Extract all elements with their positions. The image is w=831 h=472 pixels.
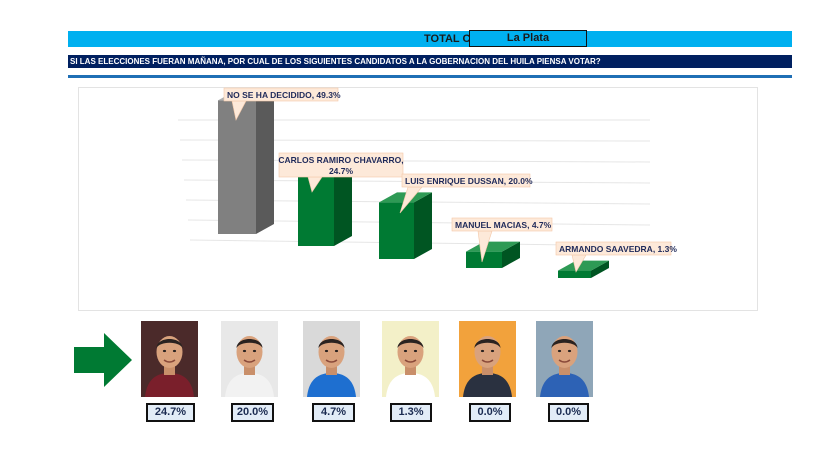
svg-text:MANUEL MACIAS, 4.7%: MANUEL MACIAS, 4.7% — [455, 220, 552, 230]
data-label: LUIS ENRIQUE DUSSAN, 20.0% — [399, 173, 533, 214]
bar-front — [218, 100, 256, 234]
candidate-percent: 24.7% — [146, 403, 195, 422]
svg-text:CARLOS RAMIRO CHAVARRO,: CARLOS RAMIRO CHAVARRO, — [278, 155, 403, 165]
svg-text:24.7%: 24.7% — [329, 166, 354, 176]
data-label: NO SE HA DECIDIDO, 49.3% — [223, 87, 341, 121]
bar-front — [379, 202, 414, 259]
data-label: ARMANDO SAAVEDRA, 1.3% — [555, 241, 677, 273]
bar-front — [558, 270, 591, 278]
right-arrow-icon — [74, 333, 132, 387]
candidate-portrait-icon — [221, 321, 278, 397]
bar-side — [591, 260, 609, 278]
bar-front — [298, 177, 334, 246]
bar-top — [558, 260, 609, 271]
candidate-percent: 20.0% — [231, 403, 274, 422]
svg-text:LUIS ENRIQUE DUSSAN, 20.0%: LUIS ENRIQUE DUSSAN, 20.0% — [405, 176, 533, 186]
candidate-percent: 4.7% — [312, 403, 355, 422]
candidate-portrait-icon — [459, 321, 516, 397]
candidate-portrait-icon — [303, 321, 360, 397]
divider — [68, 75, 792, 78]
svg-text:ARMANDO SAAVEDRA, 1.3%: ARMANDO SAAVEDRA, 1.3% — [559, 244, 677, 254]
bar — [558, 260, 609, 278]
candidate-portrait-icon — [536, 321, 593, 397]
location-box: La Plata — [469, 30, 587, 47]
bar-side — [414, 192, 432, 259]
candidate-percent: 0.0% — [548, 403, 589, 422]
candidate-portrait-icon — [382, 321, 439, 397]
bar — [466, 241, 520, 268]
candidate-portrait-icon — [141, 321, 198, 397]
question-text: SI LAS ELECCIONES FUERAN MAÑANA, POR CUA… — [68, 55, 792, 68]
bar — [218, 90, 274, 234]
bar-side — [502, 241, 520, 268]
bar-side — [256, 90, 274, 234]
candidate-percent: 0.0% — [469, 403, 511, 422]
bar-side — [334, 167, 352, 246]
data-label: MANUEL MACIAS, 4.7% — [451, 217, 553, 263]
bar — [298, 167, 352, 246]
bar — [379, 192, 432, 259]
bar-front — [466, 251, 502, 268]
candidate-percent: 1.3% — [390, 403, 432, 422]
svg-text:NO SE HA DECIDIDO, 49.3%: NO SE HA DECIDIDO, 49.3% — [227, 90, 341, 100]
data-label: CARLOS RAMIRO CHAVARRO,24.7% — [278, 152, 404, 193]
